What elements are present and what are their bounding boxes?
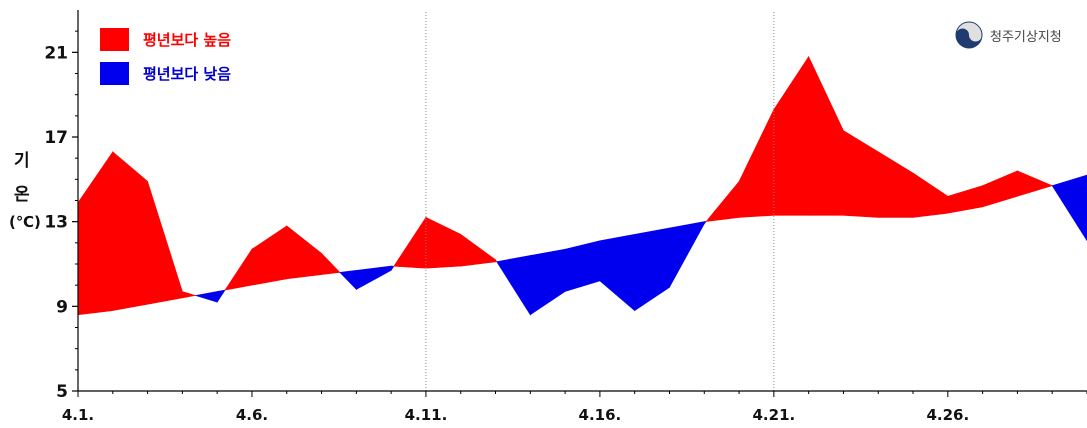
below-normal-area (195, 291, 218, 303)
below-normal-area (216, 289, 226, 304)
x-tick-label: 4.11. (405, 406, 448, 424)
x-tick-label: 4.6. (236, 406, 268, 424)
below-normal-area (496, 255, 531, 316)
above-normal-area (286, 225, 322, 280)
above-normal-area (460, 233, 496, 267)
above-normal-area (251, 225, 288, 286)
axes (72, 10, 1087, 397)
legend-swatch-above (100, 27, 129, 51)
ylabel-unit: (℃) (9, 213, 41, 231)
legend: 평년보다 높음 평년보다 낮음 (100, 24, 231, 92)
above-normal-area (147, 181, 183, 305)
above-normal-area (738, 109, 775, 218)
above-normal-area (773, 55, 809, 216)
legend-swatch-below (100, 61, 129, 85)
y-tick-label: 9 (56, 297, 68, 317)
above-normal-area (947, 185, 983, 214)
vertical-gridlines (425, 12, 775, 391)
x-tick-label: 4.21. (753, 406, 796, 424)
above-normal-area (112, 151, 148, 311)
below-normal-area (634, 227, 670, 312)
legend-label-above: 평년보다 높음 (143, 30, 232, 49)
above-normal-area (808, 56, 844, 216)
above-normal-area (1017, 170, 1054, 197)
above-normal-area (77, 150, 114, 316)
legend-label-below: 평년보다 낮음 (143, 64, 232, 83)
below-normal-area (390, 265, 395, 272)
above-normal-area (912, 172, 949, 218)
below-normal-area (1051, 174, 1087, 242)
anomaly-fills (77, 55, 1087, 316)
logo-text: 청주기상지청 (990, 29, 1062, 45)
below-normal-area (530, 248, 566, 316)
ylabel-char-1: 기 (14, 151, 30, 171)
above-normal-area (393, 216, 427, 269)
taegeuk-logo-icon (955, 21, 983, 49)
y-tick-label: 21 (44, 43, 68, 63)
x-tick-labels: 4.1. 4.6. 4.11. 4.16. 4.21. 4.26. (62, 406, 969, 424)
legend-item-below: 평년보다 낮음 (100, 58, 231, 88)
below-normal-area (339, 270, 357, 291)
x-tick-label: 4.16. (579, 406, 622, 424)
kma-logo: 청주기상지청 (954, 20, 1062, 50)
above-normal-area (425, 216, 462, 269)
y-tick-labels: 5 9 13 17 21 (44, 43, 68, 402)
below-normal-area (599, 234, 635, 312)
above-normal-area (843, 130, 879, 218)
above-normal-area (877, 151, 914, 218)
ylabel-char-2: 온 (14, 185, 30, 205)
above-normal-area (321, 252, 341, 275)
above-normal-area (224, 248, 253, 291)
above-normal-area (982, 170, 1018, 208)
above-normal-area (495, 258, 498, 263)
x-tick-label: 4.1. (62, 406, 94, 424)
below-normal-area (356, 265, 392, 290)
y-tick-label: 5 (56, 382, 68, 402)
y-tick-label: 13 (44, 213, 68, 233)
above-normal-area (182, 291, 196, 299)
below-normal-area (703, 221, 707, 225)
y-tick-label: 17 (44, 128, 68, 148)
above-normal-area (705, 180, 740, 222)
below-normal-area (564, 240, 601, 292)
x-tick-label: 4.26. (926, 406, 969, 424)
below-normal-area (669, 221, 705, 288)
legend-item-above: 평년보다 높음 (100, 24, 231, 54)
